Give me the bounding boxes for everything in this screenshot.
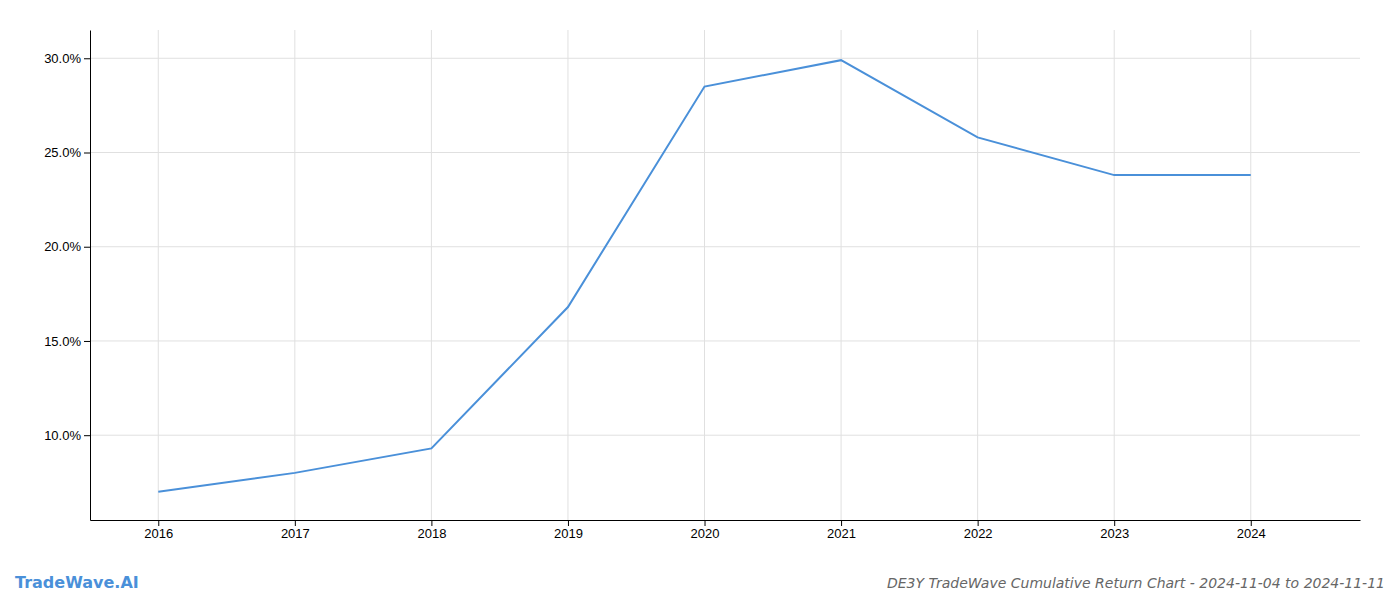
- tick: 20.0%: [44, 239, 90, 254]
- tick-mark: [84, 58, 90, 59]
- tick: 2020: [691, 520, 720, 541]
- watermark: TradeWave.AI: [15, 573, 139, 592]
- title: DE3Y TradeWave Cumulative Return Chart -…: [887, 575, 1385, 591]
- x-axis: 2016 2017 2018 2019 2020 2021 2022 2023 2024: [91, 520, 1361, 541]
- tick-mark: [1251, 520, 1252, 526]
- tick-label: 2020: [691, 526, 720, 541]
- tick: 2024: [1237, 520, 1266, 541]
- axis-line: [91, 520, 1361, 521]
- tick-mark: [1114, 520, 1115, 526]
- tick: 10.0%: [44, 428, 90, 443]
- tick-label: 20.0%: [44, 239, 81, 254]
- tick-mark: [158, 520, 159, 526]
- tick: 25.0%: [44, 145, 90, 160]
- grid-line: [1114, 30, 1115, 520]
- grid-line: [431, 30, 432, 520]
- tick-mark: [84, 341, 90, 342]
- tick: 2022: [964, 520, 993, 541]
- grid-line: [1250, 30, 1251, 520]
- tick: 30.0%: [44, 51, 90, 66]
- tick-mark: [295, 520, 296, 526]
- y-axis: 10.0% 15.0% 20.0% 25.0% 30.0%: [44, 31, 90, 521]
- line: [158, 60, 1250, 492]
- grid-line: [90, 340, 1360, 341]
- tick: 2017: [281, 520, 310, 541]
- tick-label: 10.0%: [44, 428, 81, 443]
- plot: 2016 2017 2018 2019 2020 2021 2022 2023 2024 10.0…: [44, 30, 1360, 541]
- tick-label: 25.0%: [44, 145, 81, 160]
- chart: 2016 2017 2018 2019 2020 2021 2022 2023 2024 10.0…: [0, 0, 1400, 600]
- tick-label: 2021: [827, 526, 856, 541]
- tick-mark: [841, 520, 842, 526]
- tick: 15.0%: [44, 334, 90, 349]
- tick-label: 2022: [964, 526, 993, 541]
- tick-mark: [978, 520, 979, 526]
- grid-line: [90, 246, 1360, 247]
- tick-label: 2019: [554, 526, 583, 541]
- tick-mark: [84, 435, 90, 436]
- tick: 2019: [554, 520, 583, 541]
- axis-line: [90, 31, 91, 521]
- marks: [158, 60, 1250, 492]
- grid-line: [841, 30, 842, 520]
- grid-line: [977, 30, 978, 520]
- tick: 2021: [827, 520, 856, 541]
- grid-line: [704, 30, 705, 520]
- grid-line: [567, 30, 568, 520]
- tick-mark: [84, 247, 90, 248]
- tick-mark: [705, 520, 706, 526]
- grid-line: [90, 58, 1360, 59]
- grid-line: [90, 152, 1360, 153]
- tick: 2016: [144, 520, 173, 541]
- grid: [90, 30, 1360, 520]
- tick-label: 2024: [1237, 526, 1266, 541]
- tick-mark: [431, 520, 432, 526]
- tick-label: 2023: [1100, 526, 1129, 541]
- tick-label: 15.0%: [44, 334, 81, 349]
- grid-line: [158, 30, 159, 520]
- tick: 2018: [417, 520, 446, 541]
- tick-mark: [84, 153, 90, 154]
- tick: 2023: [1100, 520, 1129, 541]
- tick-label: 2016: [144, 526, 173, 541]
- grid-line: [294, 30, 295, 520]
- grid-line: [90, 435, 1360, 436]
- tick-mark: [568, 520, 569, 526]
- tick-label: 2017: [281, 526, 310, 541]
- tick-label: 30.0%: [44, 51, 81, 66]
- tick-label: 2018: [417, 526, 446, 541]
